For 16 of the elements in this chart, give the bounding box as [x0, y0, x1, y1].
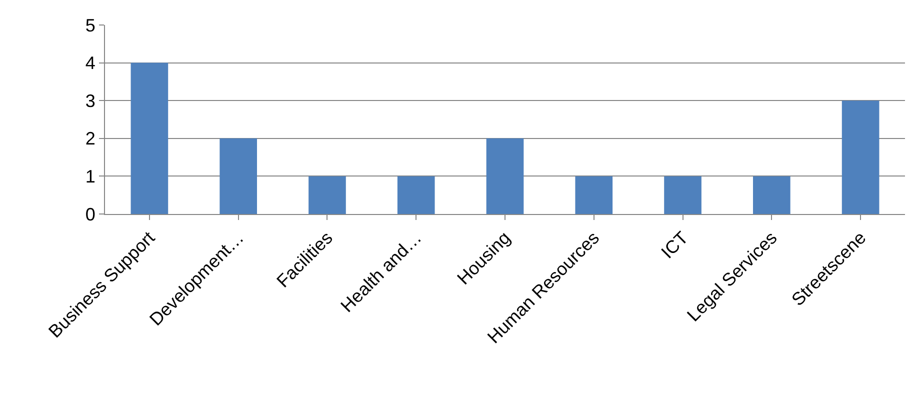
y-tick-label: 1	[85, 166, 96, 186]
bar	[220, 138, 257, 214]
x-tick-label: ICT	[657, 228, 692, 262]
y-tick-label: 0	[85, 204, 96, 224]
bar	[842, 100, 880, 214]
y-tick-label: 5	[85, 15, 96, 36]
bar	[397, 176, 435, 214]
bar	[753, 176, 790, 214]
y-tick-label: 2	[85, 128, 96, 149]
y-tick-label: 4	[85, 53, 96, 74]
bar	[308, 176, 346, 214]
y-tick-label: 3	[85, 90, 96, 111]
bar	[575, 176, 613, 214]
bar	[130, 62, 168, 214]
bar	[486, 138, 524, 214]
bar	[664, 176, 702, 214]
